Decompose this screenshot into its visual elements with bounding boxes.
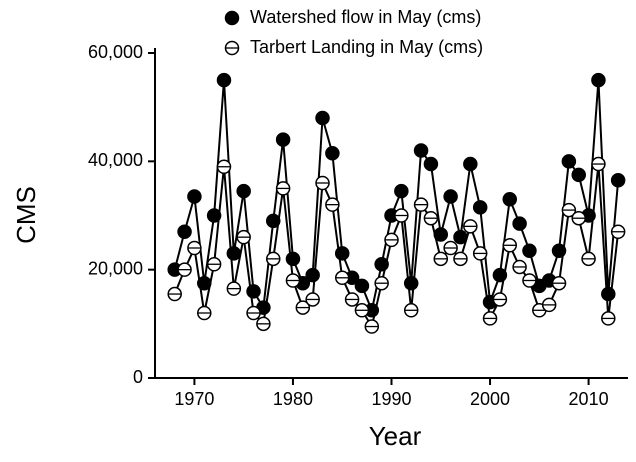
legend-marker xyxy=(224,10,240,26)
point xyxy=(325,145,340,161)
point xyxy=(610,173,626,188)
point xyxy=(285,251,301,267)
point xyxy=(216,72,232,88)
point xyxy=(266,213,281,229)
legend-label: Tarbert Landing in May (cms) xyxy=(250,37,483,57)
point xyxy=(374,257,389,272)
point xyxy=(334,246,350,261)
point xyxy=(187,189,202,204)
point xyxy=(433,227,449,242)
point xyxy=(512,216,527,231)
x-tick-label: 1970 xyxy=(174,389,214,409)
point xyxy=(413,143,429,158)
y-tick-label: 20,000 xyxy=(88,258,143,278)
point xyxy=(177,224,192,239)
point xyxy=(403,275,419,291)
point xyxy=(275,132,291,147)
point xyxy=(236,183,251,199)
x-tick-label: 1990 xyxy=(371,389,411,409)
point xyxy=(443,189,458,204)
y-tick-label: 40,000 xyxy=(88,150,143,170)
point xyxy=(522,243,537,258)
y-tick-label: 0 xyxy=(133,367,143,387)
point xyxy=(453,229,468,245)
point xyxy=(354,278,370,294)
y-tick-label: 60,000 xyxy=(88,42,143,62)
x-tick-label: 2000 xyxy=(470,389,510,409)
point xyxy=(551,243,567,258)
legend-label: Watershed flow in May (cms) xyxy=(250,7,481,27)
x-axis-label: Year xyxy=(369,421,422,451)
point xyxy=(226,246,242,261)
point xyxy=(423,156,439,172)
point xyxy=(394,183,409,199)
point xyxy=(246,284,261,299)
x-tick-label: 2010 xyxy=(569,389,609,409)
point xyxy=(571,167,586,183)
x-tick-label: 1980 xyxy=(273,389,313,409)
point xyxy=(305,267,320,283)
point xyxy=(561,154,577,169)
point xyxy=(492,267,508,283)
point xyxy=(463,156,478,172)
point xyxy=(197,275,212,291)
y-axis-label: CMS xyxy=(11,186,41,244)
point xyxy=(206,208,222,223)
point xyxy=(472,200,488,215)
point xyxy=(502,192,517,207)
point xyxy=(591,72,606,88)
point xyxy=(601,286,616,302)
point xyxy=(315,110,330,126)
